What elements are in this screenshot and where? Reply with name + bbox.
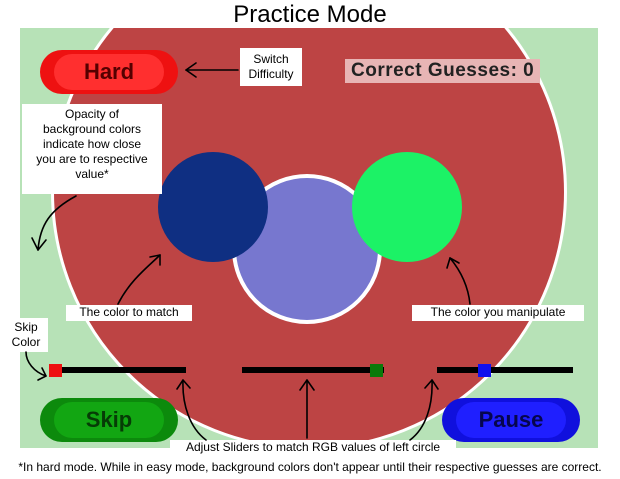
- pause-button-label: Pause: [478, 407, 544, 432]
- skip-button-label: Skip: [85, 407, 133, 432]
- blue-slider-track[interactable]: [437, 367, 573, 373]
- pause-button[interactable]: Pause: [442, 398, 580, 442]
- target-color-circle: [158, 152, 268, 262]
- callout-line: Color: [11, 335, 41, 349]
- page-title: Practice Mode: [233, 1, 387, 28]
- pause-button-highlight: [456, 402, 566, 438]
- correct-guesses-counter: Correct Guesses: 0: [345, 59, 541, 83]
- red-slider-handle[interactable]: [49, 364, 62, 377]
- callout-line: Opacity of: [64, 107, 120, 121]
- color-to-match-label: The color to match: [66, 305, 192, 321]
- callout-line: value*: [75, 167, 109, 181]
- callout-line: background colors: [42, 122, 142, 136]
- difficulty-button-label: Hard: [83, 59, 135, 84]
- callout-line: Difficulty: [248, 67, 294, 81]
- red-slider-track[interactable]: [50, 367, 186, 373]
- color-you-manipulate-label: The color you manipulate: [412, 305, 584, 321]
- switch-difficulty-callout: Switch Difficulty: [240, 48, 302, 86]
- green-slider-handle[interactable]: [370, 364, 383, 377]
- skip-color-callout: Skip Color: [4, 318, 48, 352]
- callout-line: you are to respective: [36, 152, 148, 166]
- difficulty-button[interactable]: Hard: [40, 50, 178, 94]
- callout-line: Skip: [14, 320, 38, 334]
- manipulated-color-circle: [352, 152, 462, 262]
- callout-line: Switch: [253, 52, 289, 66]
- opacity-callout: Opacity of background colors indicate ho…: [22, 104, 162, 194]
- blue-slider-handle[interactable]: [478, 364, 491, 377]
- skip-button-highlight: [54, 402, 164, 438]
- footnote: *In hard mode. While in easy mode, backg…: [18, 460, 602, 474]
- adjust-sliders-callout: Adjust Sliders to match RGB values of le…: [170, 440, 456, 456]
- difficulty-button-highlight: [54, 54, 164, 90]
- callout-line: indicate how close: [42, 137, 142, 151]
- skip-button[interactable]: Skip: [40, 398, 178, 442]
- green-slider-track[interactable]: [242, 367, 384, 373]
